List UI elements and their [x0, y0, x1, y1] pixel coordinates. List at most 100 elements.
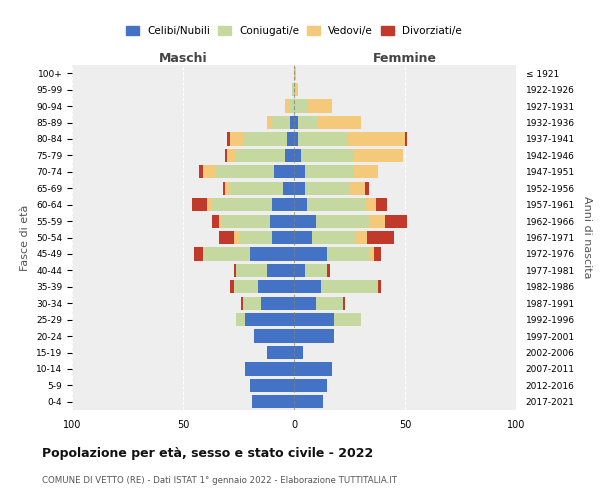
Bar	[349, 182, 365, 195]
Bar	[376, 198, 387, 211]
Bar	[292, 83, 294, 96]
Bar	[365, 182, 370, 195]
Bar	[245, 313, 294, 326]
Bar	[294, 132, 298, 145]
Bar	[234, 264, 236, 277]
Bar	[234, 280, 259, 293]
Bar	[316, 214, 370, 228]
Bar	[234, 231, 239, 244]
Bar	[254, 330, 294, 342]
Bar	[385, 214, 407, 228]
Bar	[370, 214, 385, 228]
Bar	[241, 296, 243, 310]
Bar	[194, 248, 203, 260]
Bar	[367, 231, 394, 244]
Bar	[356, 231, 367, 244]
Bar	[334, 313, 361, 326]
Bar	[269, 214, 294, 228]
Bar	[283, 182, 294, 195]
Bar	[294, 248, 328, 260]
Bar	[272, 231, 294, 244]
Bar	[250, 248, 294, 260]
Bar	[298, 132, 347, 145]
Bar	[294, 198, 307, 211]
Bar	[294, 280, 320, 293]
Bar	[225, 149, 227, 162]
Bar	[227, 149, 236, 162]
Text: Femmine: Femmine	[373, 52, 437, 65]
Bar	[252, 395, 294, 408]
Bar	[243, 296, 260, 310]
Bar	[328, 248, 370, 260]
Bar	[307, 198, 365, 211]
Bar	[294, 231, 312, 244]
Bar	[216, 165, 274, 178]
Text: COMUNE DI VETTO (RE) - Dati ISTAT 1° gennaio 2022 - Elaborazione TUTTITALIA.IT: COMUNE DI VETTO (RE) - Dati ISTAT 1° gen…	[42, 476, 397, 485]
Bar	[294, 330, 334, 342]
Bar	[354, 165, 379, 178]
Bar	[379, 280, 380, 293]
Bar	[230, 182, 283, 195]
Bar	[294, 313, 334, 326]
Bar	[230, 280, 234, 293]
Bar	[236, 313, 245, 326]
Bar	[268, 116, 272, 129]
Bar	[268, 264, 294, 277]
Bar	[223, 182, 225, 195]
Bar	[347, 132, 405, 145]
Bar	[294, 165, 305, 178]
Bar	[294, 395, 323, 408]
Bar	[212, 214, 218, 228]
Bar	[294, 83, 296, 96]
Bar	[250, 379, 294, 392]
Bar	[290, 116, 294, 129]
Bar	[290, 100, 294, 112]
Bar	[294, 362, 332, 376]
Bar	[305, 165, 354, 178]
Bar	[312, 231, 356, 244]
Bar	[343, 296, 345, 310]
Bar	[243, 132, 287, 145]
Bar	[316, 296, 343, 310]
Bar	[374, 248, 380, 260]
Bar	[294, 296, 316, 310]
Bar	[294, 100, 307, 112]
Bar	[294, 214, 316, 228]
Bar	[328, 264, 329, 277]
Bar	[287, 132, 294, 145]
Bar	[245, 362, 294, 376]
Bar	[294, 66, 296, 80]
Bar	[294, 149, 301, 162]
Bar	[298, 116, 319, 129]
Y-axis label: Anni di nascita: Anni di nascita	[581, 196, 592, 279]
Legend: Celibi/Nubili, Coniugati/e, Vedovi/e, Divorziati/e: Celibi/Nubili, Coniugati/e, Vedovi/e, Di…	[122, 22, 466, 40]
Bar	[192, 198, 208, 211]
Bar	[225, 182, 230, 195]
Bar	[203, 165, 217, 178]
Bar	[301, 149, 354, 162]
Text: Maschi: Maschi	[158, 52, 208, 65]
Bar	[218, 214, 221, 228]
Bar	[260, 296, 294, 310]
Bar	[212, 198, 272, 211]
Bar	[294, 182, 305, 195]
Bar	[274, 165, 294, 178]
Bar	[268, 346, 294, 359]
Bar	[307, 100, 332, 112]
Bar	[370, 248, 374, 260]
Bar	[305, 264, 328, 277]
Bar	[296, 83, 298, 96]
Bar	[208, 198, 212, 211]
Bar	[354, 149, 403, 162]
Y-axis label: Fasce di età: Fasce di età	[20, 204, 31, 270]
Bar	[294, 346, 303, 359]
Bar	[272, 198, 294, 211]
Bar	[239, 231, 272, 244]
Bar	[203, 248, 250, 260]
Bar	[199, 165, 203, 178]
Bar	[236, 149, 285, 162]
Bar	[230, 132, 243, 145]
Bar	[294, 379, 328, 392]
Bar	[221, 214, 269, 228]
Bar	[218, 231, 234, 244]
